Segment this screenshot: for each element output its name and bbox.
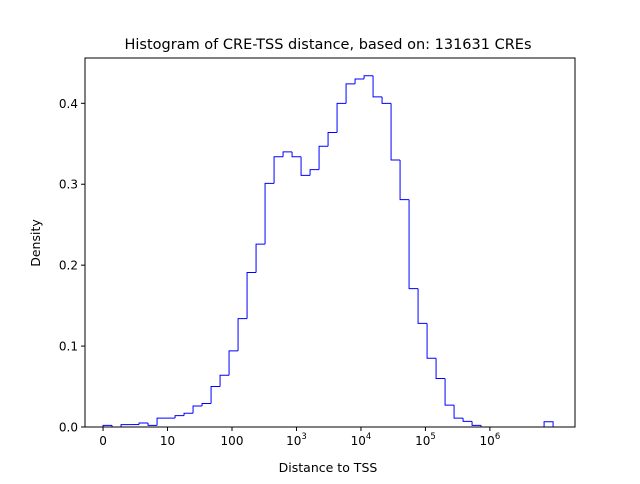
- hist-bin: [120, 424, 131, 427]
- hist-bin: [210, 386, 221, 404]
- x-tick-label: 106: [480, 432, 501, 448]
- hist-bin: [417, 288, 428, 324]
- y-tick-label: 0.1: [59, 340, 78, 354]
- hist-bin: [390, 103, 401, 161]
- hist-bin: [156, 417, 167, 426]
- hist-bin: [219, 374, 230, 387]
- hist-bin: [174, 415, 185, 419]
- y-tick-label: 0.3: [59, 178, 78, 192]
- hist-bin: [237, 318, 248, 351]
- hist-bin: [543, 421, 554, 427]
- x-tick-label: 103: [286, 432, 307, 448]
- hist-bin: [336, 102, 347, 133]
- hist-bin: [246, 271, 257, 319]
- y-axis-label: Density: [28, 219, 43, 267]
- x-tick-label: 100: [221, 434, 244, 448]
- plot-frame: [84, 57, 576, 428]
- chart-title: Histogram of CRE-TSS distance, based on:…: [124, 37, 531, 53]
- x-tick-label: 104: [351, 432, 372, 448]
- hist-bin: [426, 323, 437, 359]
- hist-bin: [273, 156, 284, 184]
- y-tick-label: 0.2: [59, 259, 78, 273]
- y-tick-label: 0.0: [59, 421, 78, 435]
- hist-bin: [408, 199, 419, 290]
- x-tick-label: 10: [160, 434, 175, 448]
- y-tick-label: 0.4: [59, 97, 78, 111]
- histogram-bins: [102, 75, 554, 428]
- hist-bin: [453, 405, 464, 419]
- x-tick-label: 105: [415, 432, 436, 448]
- hist-bin: [102, 424, 113, 427]
- hist-bin: [309, 169, 320, 176]
- hist-bin: [345, 83, 356, 104]
- hist-bin: [147, 422, 158, 426]
- hist-bin: [300, 156, 311, 176]
- hist-bin: [372, 75, 383, 98]
- hist-bin: [327, 131, 338, 147]
- hist-bin: [363, 75, 374, 80]
- hist-bin: [399, 159, 410, 201]
- hist-bin: [354, 78, 365, 84]
- hist-bin: [318, 145, 329, 170]
- hist-bin: [255, 243, 266, 273]
- hist-bin: [435, 358, 446, 379]
- hist-bin: [444, 378, 455, 406]
- hist-bin: [471, 421, 482, 426]
- x-axis-label: Distance to TSS: [279, 460, 378, 475]
- hist-bin: [228, 350, 239, 376]
- hist-bin: [138, 422, 149, 425]
- axis-ticks: 0 10 100 103 104 105 106 0.0 0.1 0.2 0.3 0.4: [59, 97, 500, 448]
- hist-bin: [183, 412, 194, 416]
- hist-bin: [282, 151, 293, 157]
- x-tick-label: 0: [99, 434, 107, 448]
- hist-bin: [201, 403, 212, 406]
- hist-bin: [462, 418, 473, 422]
- hist-bin: [381, 96, 392, 104]
- hist-bin: [291, 151, 302, 158]
- hist-bin: [192, 405, 203, 414]
- hist-bin: [264, 182, 275, 245]
